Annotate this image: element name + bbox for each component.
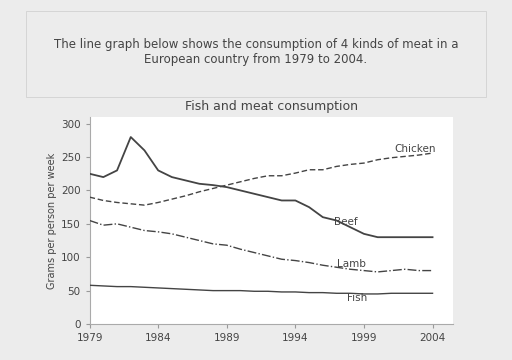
Text: The line graph below shows the consumption of 4 kinds of meat in a
European coun: The line graph below shows the consumpti… bbox=[54, 38, 458, 66]
Text: Beef: Beef bbox=[334, 217, 357, 227]
Text: Lamb: Lamb bbox=[336, 259, 366, 269]
Text: Chicken: Chicken bbox=[394, 144, 436, 154]
Y-axis label: Grams per person per week: Grams per person per week bbox=[47, 152, 57, 289]
Title: Fish and meat consumption: Fish and meat consumption bbox=[185, 100, 358, 113]
Text: Fish: Fish bbox=[348, 293, 368, 303]
